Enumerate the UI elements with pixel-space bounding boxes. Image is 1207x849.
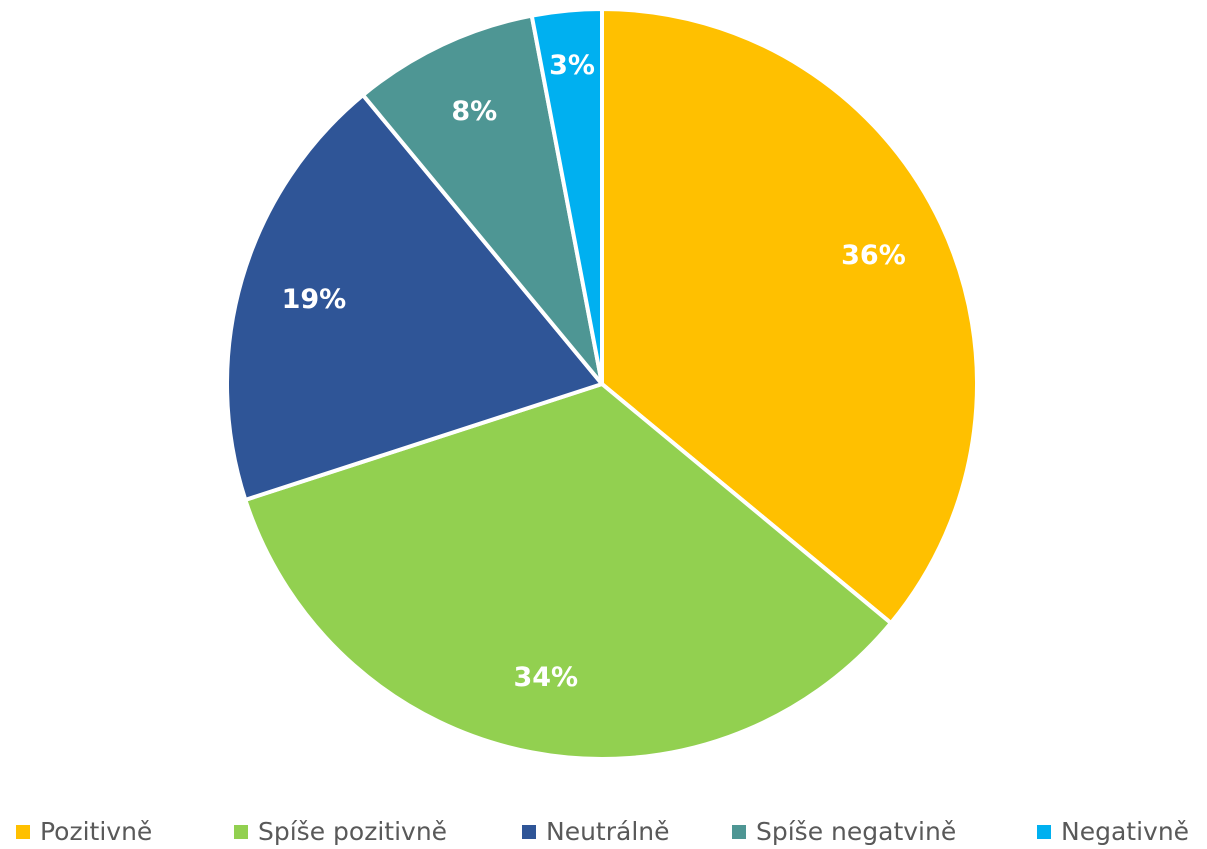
data-label: 3% <box>549 50 595 81</box>
data-label: 36% <box>841 240 906 271</box>
legend-swatch <box>1037 825 1051 839</box>
legend-label: Pozitivně <box>40 817 152 846</box>
legend-label: Negativně <box>1061 817 1189 846</box>
pie-slice <box>242 381 894 761</box>
data-label: 34% <box>513 662 578 693</box>
legend-label: Spíše pozitivně <box>258 817 447 846</box>
data-label: 19% <box>282 284 347 315</box>
data-label: 8% <box>451 96 497 127</box>
legend-label: Neutrálně <box>546 817 670 846</box>
pie-slice <box>360 13 604 386</box>
pie-slice <box>529 6 604 385</box>
legend-swatch <box>732 825 746 839</box>
pie-slice <box>600 6 979 626</box>
pie-slice <box>225 92 606 503</box>
legend-label: Spíše negatvině <box>756 817 956 846</box>
legend-swatch <box>522 825 536 839</box>
legend-swatch <box>16 825 30 839</box>
legend-swatch <box>234 825 248 839</box>
